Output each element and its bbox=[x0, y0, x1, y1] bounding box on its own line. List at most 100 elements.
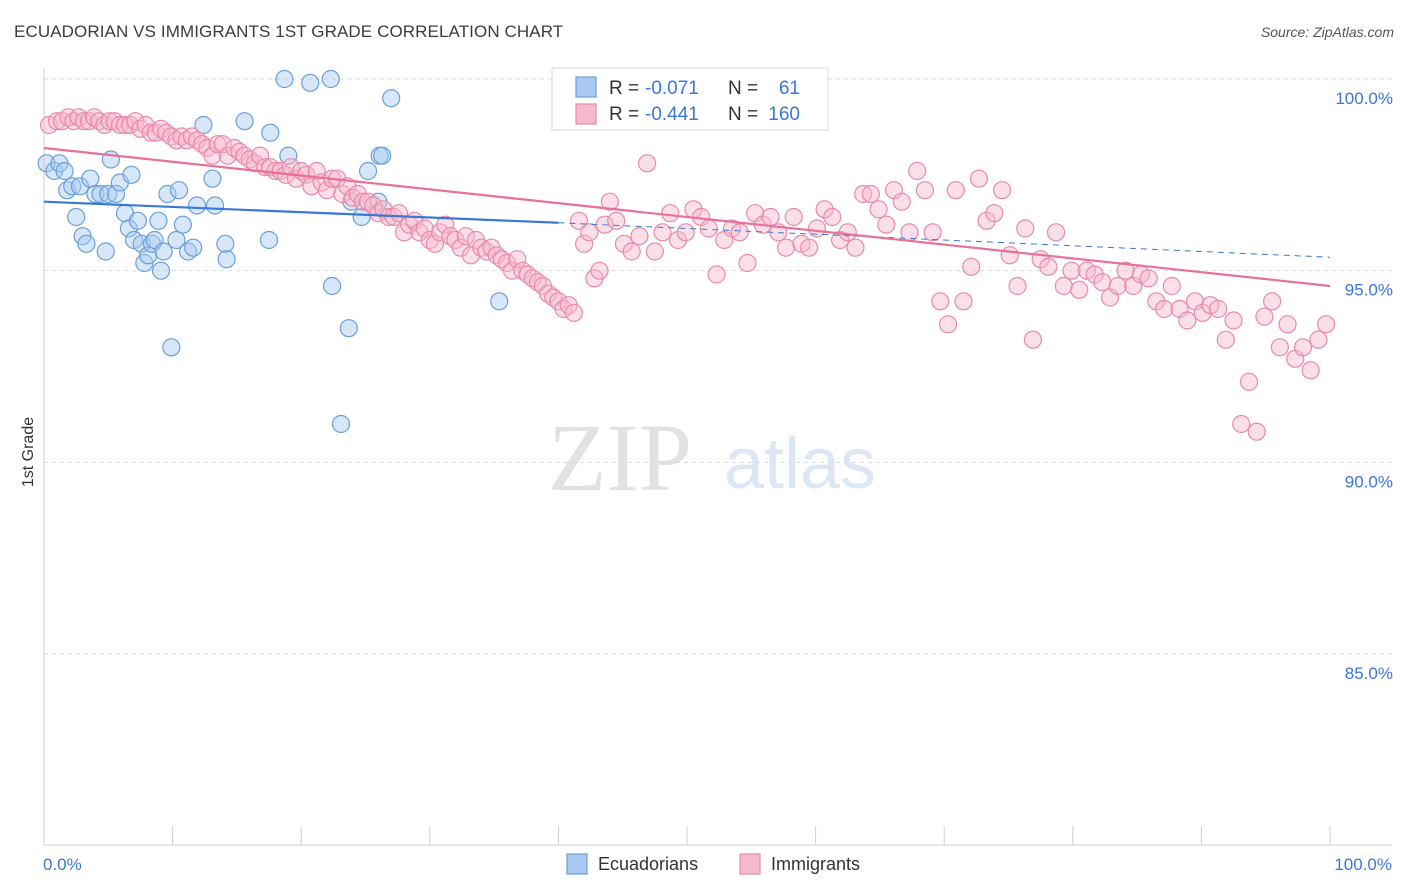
ecuadorians-point bbox=[331, 414, 351, 434]
ecuadorians-point bbox=[194, 115, 213, 135]
y-tick-label: 95.0% bbox=[1345, 281, 1393, 300]
immigrants-point bbox=[676, 223, 695, 242]
immigrants-point bbox=[1270, 338, 1289, 357]
immigrants-point bbox=[1093, 273, 1112, 292]
immigrants-point bbox=[425, 234, 445, 253]
immigrants-point bbox=[614, 234, 634, 253]
immigrants-swatch bbox=[575, 103, 597, 125]
ecuadorians-point bbox=[128, 211, 147, 230]
imm-n-label: N = bbox=[728, 104, 758, 125]
ecuadorians-point bbox=[154, 242, 173, 261]
bottom-legend-ecuadorians-swatch bbox=[566, 853, 588, 875]
immigrants-point bbox=[1039, 257, 1058, 276]
immigrants-point bbox=[203, 146, 222, 165]
ecuadorians-point bbox=[37, 154, 56, 173]
imm-n-value: 160 bbox=[768, 104, 800, 125]
ecuadorians-point bbox=[322, 276, 342, 296]
ecuadorians-point bbox=[91, 184, 110, 204]
immigrants-trend-line bbox=[43, 146, 1331, 288]
immigrants-point bbox=[738, 253, 757, 273]
watermark-atlas: atlas bbox=[724, 424, 876, 504]
immigrants-point bbox=[699, 219, 718, 238]
y-axis-label: 1st Grade bbox=[20, 417, 37, 487]
immigrants-point bbox=[1016, 219, 1035, 238]
immigrants-point bbox=[564, 303, 583, 322]
immigrants-point bbox=[1317, 315, 1336, 334]
ecuadorians-trend-extension bbox=[558, 222, 1331, 258]
ecuadorians-point bbox=[490, 292, 509, 311]
ecuadorians-point bbox=[187, 196, 207, 215]
immigrants-point bbox=[1046, 223, 1066, 242]
ecuadorians-point bbox=[339, 319, 358, 338]
imm-r-label: R = bbox=[609, 104, 639, 125]
immigrants-point bbox=[730, 223, 749, 242]
ecuadorians-point bbox=[99, 184, 118, 204]
ecuadorians-point bbox=[216, 234, 235, 253]
ecuadorians-point bbox=[96, 242, 115, 261]
ecuadorians-point bbox=[382, 89, 401, 108]
immigrants-point bbox=[1108, 276, 1127, 296]
ecuadorians-point bbox=[151, 261, 171, 280]
y-tick-label: 100.0% bbox=[1335, 89, 1393, 108]
ecuadorians-point bbox=[122, 165, 141, 184]
chart-title: ECUADORIAN VS IMMIGRANTS 1ST GRADE CORRE… bbox=[14, 22, 564, 41]
ecuadorians-point bbox=[205, 196, 225, 215]
ecuadorians-point bbox=[321, 69, 340, 89]
x-tick-label-max: 100.0% bbox=[1334, 855, 1392, 874]
immigrants-point bbox=[1178, 311, 1197, 330]
immigrants-point bbox=[653, 223, 672, 242]
immigrants-point bbox=[1232, 414, 1251, 434]
immigrants-point bbox=[761, 207, 780, 227]
immigrants-point bbox=[668, 230, 688, 250]
immigrants-point bbox=[600, 192, 619, 211]
immigrants-point bbox=[141, 123, 160, 142]
ecuadorians-point bbox=[77, 234, 96, 253]
y-tick-label: 85.0% bbox=[1345, 664, 1393, 683]
trend-lines bbox=[43, 146, 1331, 288]
immigrants-point bbox=[938, 315, 958, 334]
bottom-legend-immigrants: Immigrants bbox=[771, 854, 860, 874]
ecuadorians-point bbox=[173, 215, 192, 234]
stats-legend: R = -0.071 N = 61 R = -0.441 N = 160 bbox=[551, 67, 829, 131]
ecuadorians-point bbox=[167, 230, 186, 250]
immigrants-point bbox=[1239, 372, 1259, 391]
immigrants-point bbox=[892, 192, 911, 211]
immigrants-point bbox=[307, 161, 326, 181]
immigrants-point bbox=[823, 207, 842, 227]
bottom-legend: Ecuadorians Immigrants bbox=[566, 853, 860, 875]
immigrants-point bbox=[1000, 246, 1019, 265]
immigrants-point bbox=[630, 227, 649, 246]
immigrants-point bbox=[250, 146, 270, 165]
immigrants-point bbox=[962, 257, 981, 276]
immigrants-point bbox=[1278, 315, 1297, 334]
ecuadorians-swatch bbox=[575, 76, 597, 98]
immigrants-point bbox=[1224, 311, 1243, 330]
immigrants-point bbox=[580, 223, 599, 242]
immigrants-point bbox=[1085, 265, 1104, 284]
ecuadorians-point bbox=[55, 161, 74, 181]
immigrants-point bbox=[846, 238, 865, 257]
immigrants-point bbox=[954, 292, 973, 311]
immigrants-point bbox=[1247, 422, 1266, 441]
ecuadorians-point bbox=[358, 161, 378, 181]
immigrants-point bbox=[915, 181, 935, 200]
watermark-zip: ZIP bbox=[548, 404, 692, 511]
immigrants-point bbox=[1263, 292, 1282, 311]
ecuadorians-points bbox=[37, 69, 509, 434]
ecuadorians-point bbox=[81, 169, 100, 188]
immigrants-point bbox=[1301, 361, 1320, 380]
x-tick-label-min: 0.0% bbox=[43, 855, 82, 874]
immigrants-point bbox=[638, 154, 657, 173]
ecuadorians-point bbox=[279, 146, 298, 165]
ecuadorians-point bbox=[235, 112, 254, 131]
ecuadorians-point bbox=[158, 184, 177, 204]
immigrants-point bbox=[908, 161, 927, 181]
immigrants-point bbox=[923, 223, 942, 242]
ecuadorians-point bbox=[169, 181, 189, 200]
immigrants-point bbox=[992, 181, 1012, 200]
ecuadorians-point bbox=[184, 238, 203, 257]
immigrants-point bbox=[508, 250, 527, 269]
ecu-r-value: -0.071 bbox=[645, 78, 699, 99]
ecuadorians-point bbox=[203, 169, 222, 188]
immigrants-point bbox=[854, 184, 873, 204]
